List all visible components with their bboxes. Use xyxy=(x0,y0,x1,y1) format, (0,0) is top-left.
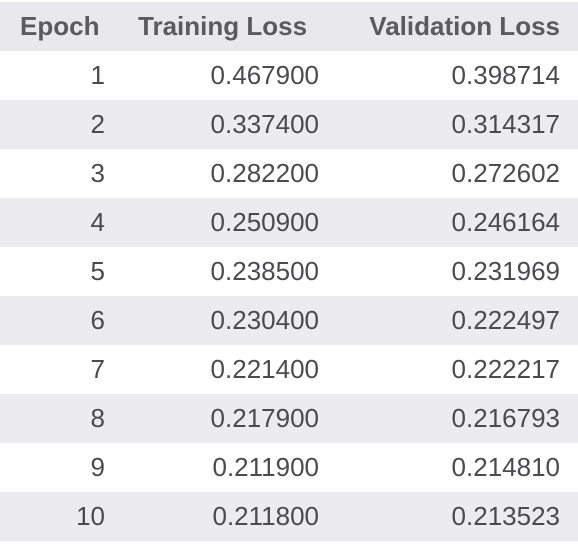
validation-loss-cell: 0.216793 xyxy=(334,394,578,443)
table-row: 8 0.217900 0.216793 xyxy=(0,394,578,443)
table-row: 7 0.221400 0.222217 xyxy=(0,345,578,394)
epoch-cell: 6 xyxy=(0,296,120,345)
table-body: 1 0.467900 0.398714 2 0.337400 0.314317 3 0.282… xyxy=(0,51,578,541)
validation-loss-cell: 0.272602 xyxy=(334,149,578,198)
table-row: 3 0.282200 0.272602 xyxy=(0,149,578,198)
validation-loss-cell: 0.214810 xyxy=(334,443,578,492)
epoch-cell: 3 xyxy=(0,149,120,198)
training-log-table-container: Epoch Training Loss Validation Loss 1 0.4… xyxy=(0,2,578,541)
epoch-cell: 4 xyxy=(0,198,120,247)
validation-loss-cell: 0.222217 xyxy=(334,345,578,394)
column-header-validation-loss: Validation Loss xyxy=(334,2,578,51)
table-row: 4 0.250900 0.246164 xyxy=(0,198,578,247)
validation-loss-cell: 0.314317 xyxy=(334,100,578,149)
validation-loss-cell: 0.246164 xyxy=(334,198,578,247)
table-header: Epoch Training Loss Validation Loss xyxy=(0,2,578,51)
epoch-cell: 7 xyxy=(0,345,120,394)
table-row: 10 0.211800 0.213523 xyxy=(0,492,578,541)
training-loss-cell: 0.467900 xyxy=(120,51,334,100)
epoch-cell: 1 xyxy=(0,51,120,100)
table-row: 9 0.211900 0.214810 xyxy=(0,443,578,492)
training-loss-cell: 0.337400 xyxy=(120,100,334,149)
epoch-cell: 2 xyxy=(0,100,120,149)
validation-loss-cell: 0.222497 xyxy=(334,296,578,345)
epoch-cell: 9 xyxy=(0,443,120,492)
training-loss-cell: 0.230400 xyxy=(120,296,334,345)
epoch-cell: 10 xyxy=(0,492,120,541)
validation-loss-cell: 0.231969 xyxy=(334,247,578,296)
training-log-table: Epoch Training Loss Validation Loss 1 0.4… xyxy=(0,2,578,541)
training-loss-cell: 0.217900 xyxy=(120,394,334,443)
epoch-cell: 5 xyxy=(0,247,120,296)
training-loss-cell: 0.238500 xyxy=(120,247,334,296)
table-row: 1 0.467900 0.398714 xyxy=(0,51,578,100)
training-loss-cell: 0.211900 xyxy=(120,443,334,492)
training-loss-cell: 0.221400 xyxy=(120,345,334,394)
header-row: Epoch Training Loss Validation Loss xyxy=(0,2,578,51)
training-loss-cell: 0.282200 xyxy=(120,149,334,198)
table-row: 2 0.337400 0.314317 xyxy=(0,100,578,149)
training-loss-cell: 0.211800 xyxy=(120,492,334,541)
epoch-cell: 8 xyxy=(0,394,120,443)
training-loss-cell: 0.250900 xyxy=(120,198,334,247)
table-row: 5 0.238500 0.231969 xyxy=(0,247,578,296)
table-row: 6 0.230400 0.222497 xyxy=(0,296,578,345)
column-header-epoch: Epoch xyxy=(0,2,120,51)
validation-loss-cell: 0.398714 xyxy=(334,51,578,100)
validation-loss-cell: 0.213523 xyxy=(334,492,578,541)
column-header-training-loss: Training Loss xyxy=(120,2,334,51)
